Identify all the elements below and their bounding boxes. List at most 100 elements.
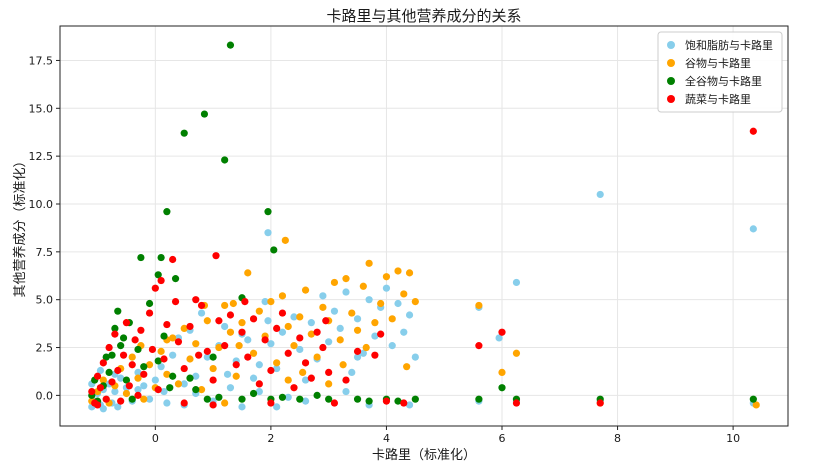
data-point [249, 374, 258, 382]
data-point [241, 297, 249, 306]
legend-label: 蔬菜与卡路里 [685, 93, 751, 106]
data-point [319, 343, 327, 352]
data-point [128, 395, 136, 403]
legend-label: 全谷物与卡路里 [685, 74, 762, 88]
data-point [145, 395, 154, 403]
data-point [325, 368, 333, 377]
data-point [154, 386, 162, 394]
data-point [296, 334, 304, 342]
data-point [238, 403, 246, 411]
data-point [313, 391, 321, 399]
data-point [330, 278, 339, 287]
data-point [325, 338, 333, 346]
x-tick-label: 8 [614, 432, 621, 445]
data-point [342, 288, 350, 296]
legend-marker [667, 59, 675, 67]
data-point [209, 353, 217, 361]
data-point [105, 343, 113, 352]
series-1 [88, 236, 760, 409]
data-point [284, 349, 292, 357]
data-point [371, 319, 379, 327]
data-point [267, 297, 275, 306]
legend-marker [667, 95, 675, 103]
data-point [114, 403, 122, 411]
data-point [290, 342, 298, 350]
data-point [93, 401, 102, 409]
data-point [169, 255, 177, 264]
legend-item: 全谷物与卡路里 [667, 74, 762, 88]
data-point [235, 342, 243, 350]
data-point [226, 328, 235, 336]
data-point [128, 353, 136, 361]
data-point [203, 347, 211, 355]
data-point [353, 395, 362, 403]
data-point [180, 380, 188, 388]
data-point [209, 364, 217, 373]
data-point [336, 336, 344, 344]
data-point [284, 322, 292, 331]
data-point [223, 370, 232, 378]
data-point [255, 387, 263, 396]
data-point [325, 395, 333, 403]
data-point [261, 297, 269, 306]
data-point [388, 342, 396, 350]
data-point [273, 364, 281, 373]
data-point [200, 110, 209, 118]
data-point [495, 334, 503, 342]
data-point [195, 351, 203, 359]
data-point [273, 403, 281, 411]
data-point [226, 384, 235, 392]
data-point [749, 225, 757, 233]
y-tick-label: 10.0 [29, 198, 54, 211]
y-tick-label: 7.5 [36, 246, 54, 259]
data-point [238, 319, 246, 327]
data-point [212, 252, 220, 260]
y-axis-label: 其他营养成分（标准化） [12, 154, 28, 297]
data-point [264, 317, 272, 325]
data-point [342, 387, 350, 396]
data-point [330, 399, 339, 407]
data-point [192, 386, 200, 394]
x-tick-label: 0 [152, 432, 159, 445]
data-point [99, 405, 107, 413]
data-point [261, 336, 269, 344]
data-point [249, 389, 258, 398]
data-point [102, 395, 110, 403]
data-point [140, 382, 148, 390]
x-axis-label: 卡路里（标准化） [372, 447, 476, 463]
data-point [119, 351, 128, 359]
data-point [180, 324, 188, 332]
data-point [267, 340, 275, 348]
y-tick-label: 12.5 [29, 150, 54, 163]
data-point [313, 328, 321, 336]
legend-item: 蔬菜与卡路里 [667, 93, 751, 106]
data-point [134, 374, 142, 382]
data-point [114, 366, 122, 375]
data-point [163, 208, 171, 216]
data-point [134, 391, 142, 399]
data-point [137, 326, 145, 334]
data-point [296, 345, 304, 354]
legend-box [657, 31, 783, 113]
data-point [226, 41, 235, 49]
data-point [93, 372, 102, 380]
data-point [596, 399, 604, 407]
data-point [319, 303, 327, 311]
data-point [157, 347, 165, 355]
data-point [382, 273, 391, 281]
data-point [186, 355, 194, 363]
data-point [359, 349, 367, 357]
data-point [403, 363, 411, 371]
data-point [117, 374, 125, 382]
data-point [296, 395, 304, 403]
data-point [102, 353, 110, 361]
data-point [192, 340, 200, 348]
series-2 [88, 41, 757, 405]
data-point [221, 399, 229, 407]
data-point [249, 315, 258, 323]
data-point [307, 330, 315, 338]
grid [60, 26, 788, 426]
data-point [151, 284, 159, 292]
data-point [157, 253, 165, 262]
data-point [278, 309, 287, 317]
